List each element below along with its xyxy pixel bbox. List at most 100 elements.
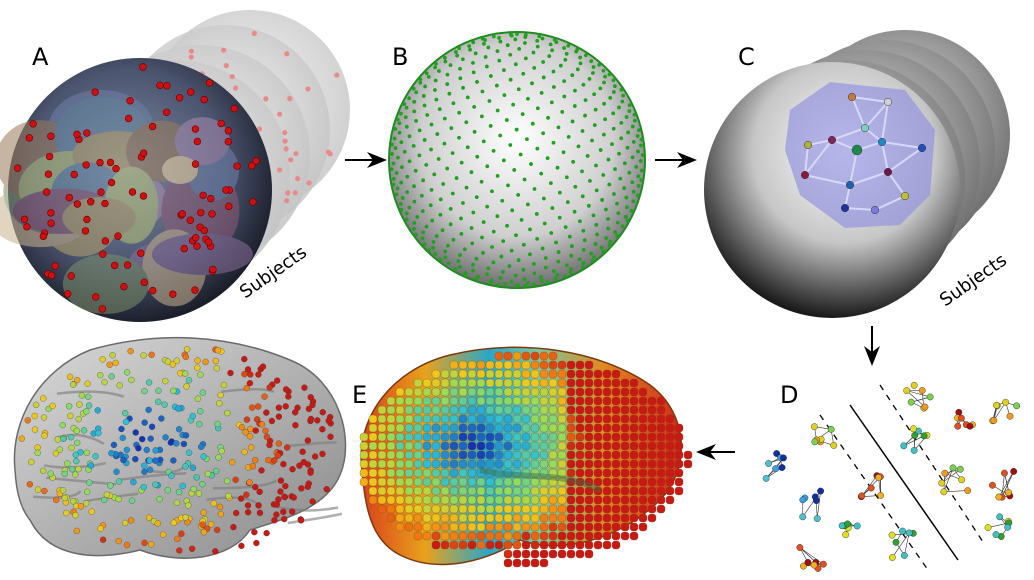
centroid-marker [231, 105, 238, 112]
surface-tile [621, 514, 629, 522]
sample-marker [475, 155, 479, 159]
cortex-marker [196, 421, 202, 427]
surface-tile [585, 532, 593, 540]
surface-tile [387, 415, 395, 423]
cortex-marker [84, 489, 90, 495]
ghost-marker [252, 31, 257, 36]
cortex-marker [128, 348, 134, 354]
cortex-marker [64, 461, 70, 467]
surface-tile [666, 496, 674, 504]
surface-tile [513, 451, 521, 459]
surface-tile [441, 388, 449, 396]
ghost-marker [189, 49, 194, 54]
centroid-marker [129, 189, 136, 196]
sample-marker [393, 137, 397, 141]
cortex-marker [174, 500, 180, 506]
surface-tile [603, 406, 611, 414]
surface-tile [477, 361, 485, 369]
sample-marker [412, 87, 416, 91]
surface-tile [630, 487, 638, 495]
sample-marker [405, 217, 409, 221]
surface-tile [495, 523, 503, 531]
sample-marker [513, 37, 517, 41]
ghost-marker [287, 96, 292, 101]
surface-tile [576, 361, 584, 369]
surface-tile [414, 514, 422, 522]
cortex-marker [252, 457, 258, 463]
surface-tile [504, 523, 512, 531]
cortex-marker [165, 487, 171, 493]
sample-marker [564, 225, 568, 229]
cortex-marker [281, 494, 287, 500]
centroid-marker [194, 138, 201, 145]
surface-tile [387, 496, 395, 504]
sample-marker [544, 256, 548, 260]
surface-tile [576, 370, 584, 378]
sample-marker [541, 247, 545, 251]
mini-graph-node [927, 394, 933, 400]
centroid-marker [192, 161, 199, 168]
panel-e-inflated-brain [360, 347, 692, 567]
surface-tile [558, 379, 566, 387]
surface-tile [549, 415, 557, 423]
surface-tile [450, 523, 458, 531]
cortex-marker [60, 422, 66, 428]
surface-tile [405, 451, 413, 459]
sample-marker [423, 138, 427, 142]
sample-marker [552, 85, 556, 89]
surface-tile [396, 406, 404, 414]
cortex-marker [102, 379, 108, 385]
surface-tile [441, 370, 449, 378]
surface-tile [558, 433, 566, 441]
surface-tile [423, 460, 431, 468]
surface-tile [468, 415, 476, 423]
sample-marker [612, 127, 616, 131]
sample-marker [437, 157, 441, 161]
sample-marker [425, 71, 429, 75]
cortex-marker [129, 498, 135, 504]
surface-tile [540, 442, 548, 450]
surface-tile [576, 451, 584, 459]
sample-marker [602, 102, 606, 106]
surface-tile [531, 379, 539, 387]
cortex-marker [97, 372, 103, 378]
cortex-marker [184, 383, 190, 389]
cortex-marker [314, 417, 320, 423]
sample-marker [524, 56, 528, 60]
sample-marker [592, 213, 596, 217]
surface-tile [513, 406, 521, 414]
cortex-marker [264, 530, 270, 536]
cortex-marker [245, 509, 251, 515]
surface-tile [387, 469, 395, 477]
sample-marker [641, 153, 645, 157]
surface-tile [513, 532, 521, 540]
surface-tile [531, 424, 539, 432]
sample-marker [505, 118, 509, 122]
surface-tile [576, 460, 584, 468]
surface-tile [648, 487, 656, 495]
cortex-marker [281, 516, 287, 522]
surface-tile [450, 388, 458, 396]
surface-tile [468, 469, 476, 477]
graph-node [801, 171, 809, 179]
surface-tile [477, 496, 485, 504]
sample-marker [624, 215, 628, 219]
centroid-marker [209, 211, 216, 218]
cortex-marker [152, 458, 158, 464]
centroid-marker [225, 203, 232, 210]
cortex-marker [186, 450, 192, 456]
mini-graph-node [812, 439, 818, 445]
surface-tile [594, 514, 602, 522]
sample-marker [632, 190, 636, 194]
sample-marker [412, 227, 416, 231]
sample-marker [445, 82, 449, 86]
cortex-marker [257, 510, 263, 516]
surface-tile [630, 460, 638, 468]
sample-marker [502, 68, 506, 72]
surface-tile [648, 514, 656, 522]
cortex-marker [308, 470, 314, 476]
centroid-marker [92, 294, 99, 301]
sample-marker [636, 150, 640, 154]
centroid-marker [102, 238, 109, 245]
sample-marker [581, 265, 585, 269]
